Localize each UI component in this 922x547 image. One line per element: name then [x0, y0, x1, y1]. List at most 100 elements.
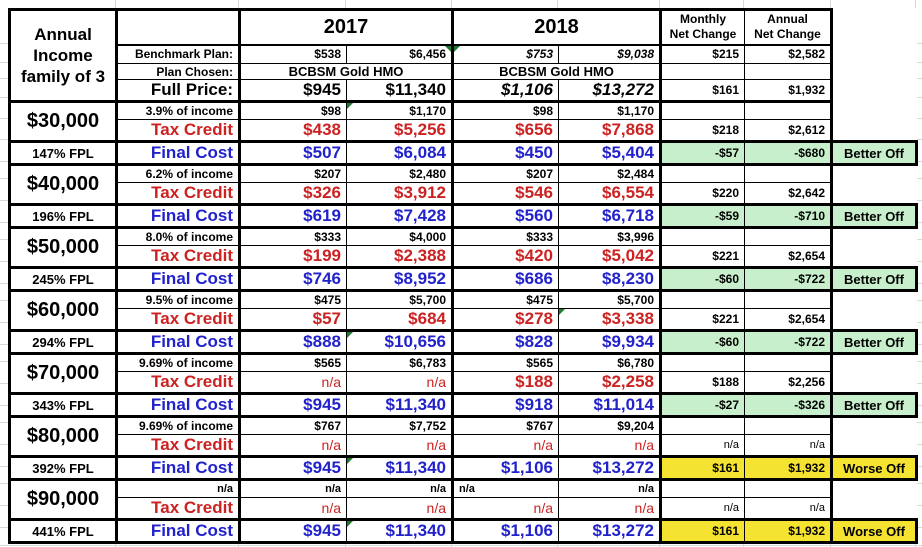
cell-pct-2017-monthly[interactable]: $565 [238, 353, 347, 372]
cell-final-annual-change[interactable]: $1,932 [744, 518, 833, 544]
cell-net-change-empty[interactable] [659, 164, 745, 183]
cell-credit-monthly-change[interactable]: $220 [659, 182, 745, 205]
cell-benchmark-2017-annual[interactable]: $6,456 [346, 44, 453, 64]
cell-benchmark-plan-label[interactable]: Benchmark Plan: [115, 44, 240, 64]
cell-pct-2017-monthly[interactable]: $98 [238, 101, 347, 120]
cell-pct-2017-annual[interactable]: $2,480 [346, 164, 453, 183]
cell-final-2018-monthly[interactable]: $560 [451, 203, 559, 229]
cell-credit-monthly-change[interactable]: n/a [659, 434, 745, 457]
cell-benchmark-2017-monthly[interactable]: $538 [238, 44, 347, 64]
cell-net-change-empty[interactable] [659, 101, 745, 120]
cell-final-2018-annual[interactable]: $6,718 [558, 203, 661, 229]
cell-credit-monthly-change[interactable]: $221 [659, 308, 745, 331]
cell-pct-2018-monthly[interactable]: $475 [451, 290, 559, 309]
cell-credit-2018-annual[interactable]: $7,868 [558, 119, 661, 142]
cell-fpl-percent[interactable]: 147% FPL [8, 140, 117, 166]
cell-final-annual-change[interactable]: -$710 [744, 203, 833, 229]
cell-credit-monthly-change[interactable]: $218 [659, 119, 745, 142]
cell-credit-2018-monthly[interactable]: $278 [451, 308, 559, 331]
cell-tax-credit-label[interactable]: Tax Credit [115, 434, 240, 457]
cell-credit-2017-monthly[interactable]: $57 [238, 308, 347, 331]
cell-status-badge[interactable]: Worse Off [830, 518, 918, 544]
cell-credit-monthly-change[interactable]: $188 [659, 371, 745, 394]
cell-pct-of-income-label[interactable]: 8.0% of income [115, 227, 240, 246]
cell-fpl-percent[interactable]: 196% FPL [8, 203, 117, 229]
cell-credit-annual-change[interactable]: n/a [744, 497, 833, 520]
cell-credit-annual-change[interactable]: $2,654 [744, 308, 833, 331]
cell-year-2017-header[interactable]: 2017 [238, 8, 453, 46]
cell-pct-2017-monthly[interactable]: n/a [238, 479, 347, 498]
cell-final-2018-annual[interactable]: $9,934 [558, 329, 661, 355]
cell-final-2017-annual[interactable]: $8,952 [346, 266, 453, 292]
cell-full-price-annual-change[interactable]: $1,932 [744, 79, 833, 103]
cell-credit-2017-annual[interactable]: $3,912 [346, 182, 453, 205]
cell-final-cost-label[interactable]: Final Cost [115, 329, 240, 355]
cell-credit-monthly-change[interactable]: $221 [659, 245, 745, 268]
cell-final-cost-label[interactable]: Final Cost [115, 392, 240, 418]
cell-final-2017-monthly[interactable]: $619 [238, 203, 347, 229]
cell-final-2018-monthly[interactable]: $686 [451, 266, 559, 292]
cell-fpl-percent[interactable]: 392% FPL [8, 455, 117, 481]
cell-pct-2017-annual[interactable]: $7,752 [346, 416, 453, 435]
cell-tax-credit-label[interactable]: Tax Credit [115, 371, 240, 394]
cell-credit-2017-annual[interactable]: n/a [346, 497, 453, 520]
cell-final-annual-change[interactable]: -$680 [744, 140, 833, 166]
cell-credit-annual-change[interactable]: $2,612 [744, 119, 833, 142]
cell-pct-2018-annual[interactable]: $2,484 [558, 164, 661, 183]
cell-credit-2018-annual[interactable]: n/a [558, 497, 661, 520]
cell-net-change-empty[interactable] [744, 416, 833, 435]
cell-fpl-percent[interactable]: 441% FPL [8, 518, 117, 544]
cell-final-monthly-change[interactable]: $161 [659, 518, 745, 544]
cell-final-2017-annual[interactable]: $11,340 [346, 518, 453, 544]
cell-net-change-empty[interactable] [659, 353, 745, 372]
cell-credit-2018-annual[interactable]: $3,338 [558, 308, 661, 331]
cell-tax-credit-label[interactable]: Tax Credit [115, 245, 240, 268]
cell-final-2017-annual[interactable]: $11,340 [346, 455, 453, 481]
cell-net-change-empty[interactable] [744, 290, 833, 309]
cell-net-change-empty[interactable] [744, 164, 833, 183]
cell-pct-of-income-label[interactable]: 9.5% of income [115, 290, 240, 309]
cell-full-price-2018-monthly[interactable]: $1,106 [451, 79, 559, 103]
cell-final-annual-change[interactable]: $1,932 [744, 455, 833, 481]
cell-net-change-empty[interactable] [659, 416, 745, 435]
cell-final-cost-label[interactable]: Final Cost [115, 140, 240, 166]
cell-credit-2017-annual[interactable]: n/a [346, 434, 453, 457]
cell-blank-header[interactable] [115, 8, 240, 46]
cell-fpl-percent[interactable]: 294% FPL [8, 329, 117, 355]
cell-income-level[interactable]: $30,000 [8, 101, 117, 142]
cell-final-2018-annual[interactable]: $13,272 [558, 518, 661, 544]
cell-final-2017-annual[interactable]: $11,340 [346, 392, 453, 418]
cell-pct-of-income-label[interactable]: 3.9% of income [115, 101, 240, 120]
cell-final-2017-monthly[interactable]: $507 [238, 140, 347, 166]
cell-credit-2018-monthly[interactable]: n/a [451, 497, 559, 520]
cell-final-monthly-change[interactable]: -$60 [659, 329, 745, 355]
cell-credit-2018-monthly[interactable]: $420 [451, 245, 559, 268]
cell-final-2018-monthly[interactable]: $1,106 [451, 518, 559, 544]
cell-net-change-empty[interactable] [744, 101, 833, 120]
cell-credit-2017-monthly[interactable]: n/a [238, 371, 347, 394]
cell-final-2018-monthly[interactable]: $828 [451, 329, 559, 355]
cell-income-level[interactable]: $40,000 [8, 164, 117, 205]
cell-final-2018-annual[interactable]: $13,272 [558, 455, 661, 481]
cell-final-2018-monthly[interactable]: $450 [451, 140, 559, 166]
cell-final-monthly-change[interactable]: -$59 [659, 203, 745, 229]
cell-tax-credit-label[interactable]: Tax Credit [115, 308, 240, 331]
cell-final-2017-monthly[interactable]: $888 [238, 329, 347, 355]
cell-status-badge[interactable]: Better Off [830, 392, 918, 418]
cell-credit-annual-change[interactable]: n/a [744, 434, 833, 457]
cell-final-2017-monthly[interactable]: $945 [238, 392, 347, 418]
cell-final-2017-monthly[interactable]: $746 [238, 266, 347, 292]
cell-status-badge[interactable]: Better Off [830, 203, 918, 229]
cell-credit-2018-monthly[interactable]: $546 [451, 182, 559, 205]
cell-full-price-label[interactable]: Full Price: [115, 79, 240, 103]
cell-credit-annual-change[interactable]: $2,642 [744, 182, 833, 205]
cell-pct-2017-annual[interactable]: $6,783 [346, 353, 453, 372]
cell-credit-2017-annual[interactable]: $684 [346, 308, 453, 331]
cell-pct-of-income-label[interactable]: 9.69% of income [115, 416, 240, 435]
cell-pct-2017-annual[interactable]: $4,000 [346, 227, 453, 246]
cell-final-monthly-change[interactable]: -$57 [659, 140, 745, 166]
cell-credit-2018-annual[interactable]: $5,042 [558, 245, 661, 268]
cell-net-change-empty[interactable] [659, 290, 745, 309]
cell-income-level[interactable]: $70,000 [8, 353, 117, 394]
cell-final-annual-change[interactable]: -$722 [744, 266, 833, 292]
